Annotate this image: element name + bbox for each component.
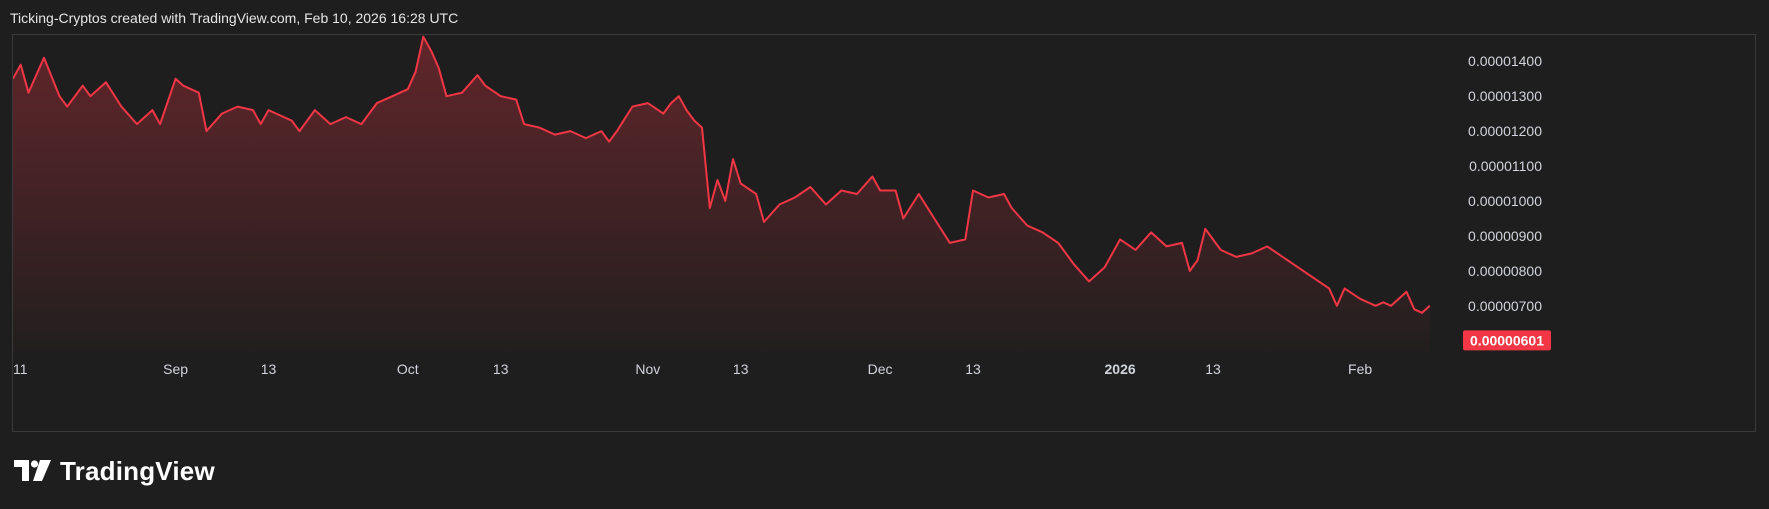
- price-line[interactable]: [13, 35, 1431, 314]
- y-tick-label: 0.00001400: [1468, 53, 1542, 69]
- y-tick-label: 0.00001300: [1468, 88, 1542, 104]
- tradingview-logo-icon: [14, 460, 51, 481]
- x-tick-label: Oct: [397, 361, 419, 377]
- x-tick-label: Dec: [868, 361, 893, 377]
- tradingview-logo[interactable]: TradingView: [14, 456, 215, 486]
- y-tick-label: 0.00000700: [1468, 298, 1542, 314]
- x-tick-label: 13: [493, 361, 509, 377]
- y-tick-label: 0.00000800: [1468, 263, 1542, 279]
- last-price-label: 0.00000601: [1470, 332, 1544, 348]
- y-tick-label: 0.00001100: [1469, 158, 1542, 174]
- x-tick-label: Nov: [635, 361, 660, 377]
- y-tick-label: 0.00001000: [1468, 193, 1542, 209]
- x-tick-label: Feb: [1348, 361, 1372, 377]
- last-price-badge: [1463, 330, 1551, 351]
- x-tick-label: 2026: [1105, 361, 1136, 377]
- y-tick-label: 0.00000900: [1468, 228, 1542, 244]
- x-tick-label: 13: [733, 361, 749, 377]
- chart-caption: Ticking-Cryptos created with TradingView…: [10, 10, 459, 26]
- x-tick-label: 13: [261, 361, 277, 377]
- tradingview-wordmark: TradingView: [60, 455, 215, 486]
- x-tick-label: 13: [1205, 361, 1221, 377]
- x-tick-label: 11: [13, 361, 28, 377]
- price-area-fill: [13, 36, 1430, 353]
- x-tick-label: 13: [965, 361, 981, 377]
- y-tick-label: 0.00001200: [1468, 123, 1542, 139]
- x-tick-label: Sep: [163, 361, 188, 377]
